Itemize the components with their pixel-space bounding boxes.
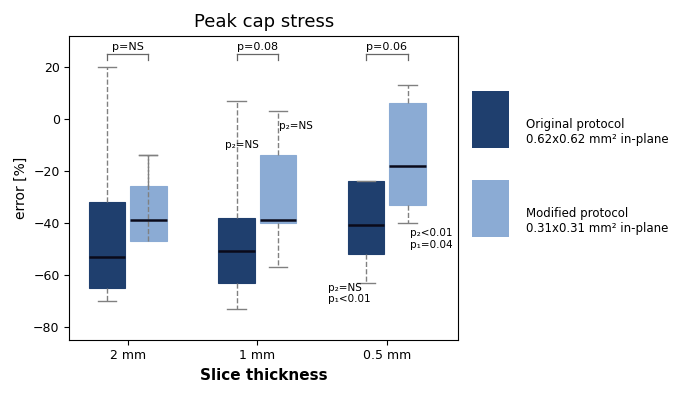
X-axis label: Slice thickness: Slice thickness xyxy=(200,368,328,383)
FancyBboxPatch shape xyxy=(472,180,509,237)
PathPatch shape xyxy=(348,181,384,254)
PathPatch shape xyxy=(389,103,425,205)
Text: p=NS: p=NS xyxy=(112,41,144,52)
Y-axis label: error [%]: error [%] xyxy=(14,156,28,219)
PathPatch shape xyxy=(260,155,296,223)
PathPatch shape xyxy=(89,202,125,288)
Text: p=0.08: p=0.08 xyxy=(237,41,278,52)
Text: p₂=NS: p₂=NS xyxy=(225,139,259,150)
Text: Original protocol
0.62x0.62 mm² in-plane: Original protocol 0.62x0.62 mm² in-plane xyxy=(526,118,669,146)
Title: Peak cap stress: Peak cap stress xyxy=(194,13,334,31)
FancyBboxPatch shape xyxy=(472,91,509,148)
Text: p₂=NS
p₁<0.01: p₂=NS p₁<0.01 xyxy=(328,282,371,304)
Text: p=0.06: p=0.06 xyxy=(366,41,407,52)
Text: Modified protocol
0.31x0.31 mm² in-plane: Modified protocol 0.31x0.31 mm² in-plane xyxy=(526,207,668,235)
Text: p₂<0.01
p₁=0.04: p₂<0.01 p₁=0.04 xyxy=(410,228,452,250)
PathPatch shape xyxy=(130,186,167,241)
PathPatch shape xyxy=(219,218,255,282)
Text: p₂=NS: p₂=NS xyxy=(279,121,313,131)
